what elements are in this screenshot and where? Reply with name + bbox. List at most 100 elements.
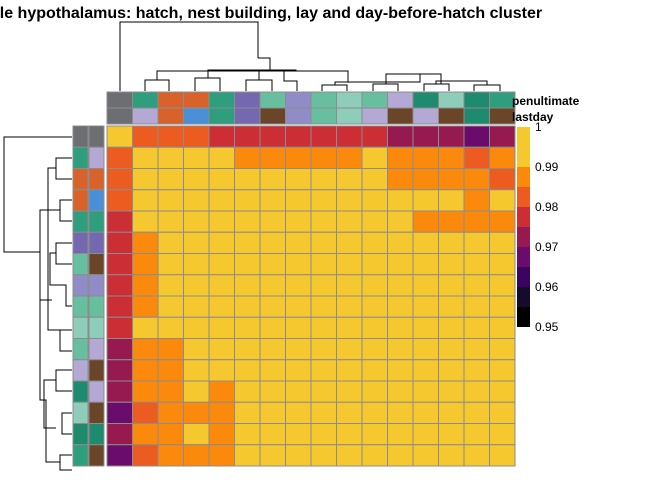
heatmap-cell	[132, 359, 159, 382]
legend-swatch	[517, 267, 530, 287]
row-annot-lastday-cell	[88, 125, 105, 148]
heatmap-cell	[106, 189, 133, 212]
heatmap-cell	[438, 359, 465, 382]
heatmap-cell	[310, 316, 337, 339]
heatmap-cell	[106, 359, 133, 382]
col-annot-lastday-cell	[157, 107, 184, 125]
heatmap-cell	[259, 444, 286, 467]
heatmap-cell	[412, 168, 439, 191]
heatmap-cell	[208, 210, 235, 233]
heatmap-cell	[361, 295, 388, 318]
heatmap-cell	[183, 146, 210, 169]
heatmap-cell	[387, 146, 414, 169]
heatmap-cell	[489, 338, 516, 361]
heatmap-cell	[438, 380, 465, 403]
col-annot-lastday-cell	[361, 107, 388, 125]
col-annot-penultimate-cell	[412, 91, 439, 109]
col-annot-penultimate-cell	[387, 91, 414, 109]
row-annot-lastday-cell	[88, 253, 105, 276]
dendrogram-branch	[59, 329, 72, 352]
heatmap-cell	[132, 423, 159, 446]
heatmap-cell	[157, 189, 184, 212]
heatmap-cell	[489, 189, 516, 212]
heatmap-cell	[489, 168, 516, 191]
heatmap-cell	[412, 146, 439, 169]
heatmap-cell	[463, 316, 490, 339]
heatmap-cell	[234, 253, 261, 276]
heatmap-cell	[361, 189, 388, 212]
row-annot-penultimate-cell	[72, 316, 89, 339]
legend-swatch	[517, 167, 530, 187]
heatmap-cell	[412, 401, 439, 424]
col-annot-penultimate-cell	[361, 91, 388, 109]
dendrogram-branch	[156, 70, 349, 82]
legend-tick-label: 1	[535, 120, 542, 134]
heatmap-cell	[463, 423, 490, 446]
heatmap-cell	[310, 231, 337, 254]
heatmap-cell	[438, 423, 465, 446]
heatmap-cell	[412, 210, 439, 233]
heatmap-cell	[387, 444, 414, 467]
heatmap-cell	[208, 253, 235, 276]
heatmap-cell	[157, 401, 184, 424]
heatmap-cell	[106, 338, 133, 361]
heatmap-cell	[336, 380, 363, 403]
heatmap-cell	[132, 146, 159, 169]
heatmap-cell	[132, 316, 159, 339]
col-annot-lastday-cell	[234, 107, 261, 125]
heatmap-cell	[106, 295, 133, 318]
heatmap-cell	[489, 401, 516, 424]
heatmap-cell	[336, 295, 363, 318]
legend-tick-label: 0.95	[535, 320, 559, 334]
heatmap-cell	[336, 274, 363, 297]
heatmap-cell	[387, 316, 414, 339]
heatmap-cell	[361, 146, 388, 169]
heatmap-cell	[208, 125, 235, 148]
heatmap-cell	[310, 444, 337, 467]
heatmap-cell	[489, 146, 516, 169]
heatmap-cell	[106, 316, 133, 339]
heatmap-cell	[234, 125, 261, 148]
heatmap-cell	[132, 380, 159, 403]
heatmap-cell	[361, 168, 388, 191]
row-annot-penultimate-cell	[72, 146, 89, 169]
heatmap-cell	[285, 444, 312, 467]
row-annot-penultimate-cell	[72, 125, 89, 148]
heatmap-cell	[387, 359, 414, 382]
col-annot-lastday-cell	[285, 107, 312, 125]
heatmap-cell	[234, 189, 261, 212]
heatmap-cell	[157, 168, 184, 191]
row-annot-lastday-cell	[88, 146, 105, 169]
heatmap-cell	[132, 295, 159, 318]
heatmap-cell	[183, 338, 210, 361]
col-annot-penultimate-cell	[259, 91, 286, 109]
heatmap-cell	[438, 146, 465, 169]
heatmap-cell	[412, 359, 439, 382]
legend-swatch	[517, 227, 530, 247]
heatmap-cell	[183, 316, 210, 339]
heatmap-cell	[438, 316, 465, 339]
row-annot-lastday-cell	[88, 189, 105, 212]
heatmap-cell	[157, 210, 184, 233]
row-annot-lastday-cell	[88, 295, 105, 318]
row-annot-penultimate-cell	[72, 189, 89, 212]
heatmap-cell	[157, 359, 184, 382]
heatmap-cell	[463, 295, 490, 318]
annotation-label-lastday: lastday	[512, 110, 554, 124]
heatmap-cell	[387, 380, 414, 403]
heatmap-cell	[208, 380, 235, 403]
col-annot-lastday-cell	[259, 107, 286, 125]
col-annot-lastday-cell	[183, 107, 210, 125]
heatmap-cell	[463, 210, 490, 233]
heatmap-cell	[463, 231, 490, 254]
legend-swatch	[517, 247, 530, 267]
row-annot-lastday-cell	[88, 401, 105, 424]
dendrogram-branch	[194, 77, 221, 91]
heatmap-cell	[336, 444, 363, 467]
col-annot-penultimate-cell	[106, 91, 133, 109]
heatmap-cell	[387, 423, 414, 446]
heatmap-cell	[412, 274, 439, 297]
heatmap-cell	[310, 359, 337, 382]
col-annot-penultimate-cell	[183, 91, 210, 109]
heatmap-cell	[412, 253, 439, 276]
